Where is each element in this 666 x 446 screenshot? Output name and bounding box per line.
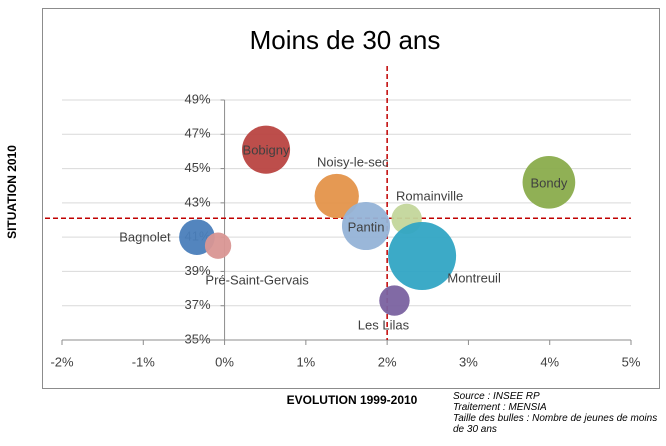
bubble-label: Les Lilas [357, 317, 410, 333]
bubble [314, 173, 359, 219]
chart-title: Moins de 30 ans [250, 25, 441, 55]
x-tick-label: 3% [459, 354, 478, 369]
y-axis-title: SITUATION 2010 [5, 145, 19, 239]
x-tick-label: 4% [540, 354, 559, 369]
y-tick-label: 43% [185, 194, 211, 209]
bubble [204, 232, 232, 259]
x-tick-label: 1% [296, 354, 315, 369]
note-line: Traitement : MENSIA [453, 402, 547, 413]
y-tick-label: 47% [185, 126, 211, 141]
bubble [388, 222, 457, 290]
y-tick-label: 35% [185, 331, 211, 346]
bubble-label: Pantin [347, 219, 385, 235]
x-tick-label: -2% [50, 354, 74, 369]
bubble [522, 155, 576, 209]
note-line: Taille des bulles : Nombre de jeunes de … [453, 413, 658, 435]
bubble [341, 201, 391, 251]
bubble-label: Bondy [530, 175, 568, 191]
y-tick-label: 39% [185, 263, 211, 278]
bubble-label: Bobigny [242, 142, 290, 158]
y-tick-label: 45% [185, 160, 211, 175]
note-line: Source : INSEE RP [453, 391, 540, 402]
x-tick-label: 2% [378, 354, 397, 369]
bubble-label: Pré-Saint-Gervais [205, 272, 309, 288]
bubble [241, 125, 291, 174]
bubble-label: Montreuil [447, 270, 501, 286]
x-tick-label: -1% [132, 354, 156, 369]
bubble-label: Bagnolet [119, 229, 171, 245]
bubble [379, 285, 410, 316]
bubble-label: Romainville [396, 188, 464, 204]
y-tick-label: 37% [185, 297, 211, 312]
x-tick-label: 5% [622, 354, 641, 369]
y-tick-label: 49% [185, 91, 211, 106]
x-axis-title: EVOLUTION 1999-2010 [287, 393, 418, 407]
notes: Source : INSEE RP Traitement : MENSIA Tail… [453, 391, 663, 435]
x-tick-label: 0% [215, 354, 234, 369]
bubble-label: Noisy-le-sec [316, 154, 389, 170]
